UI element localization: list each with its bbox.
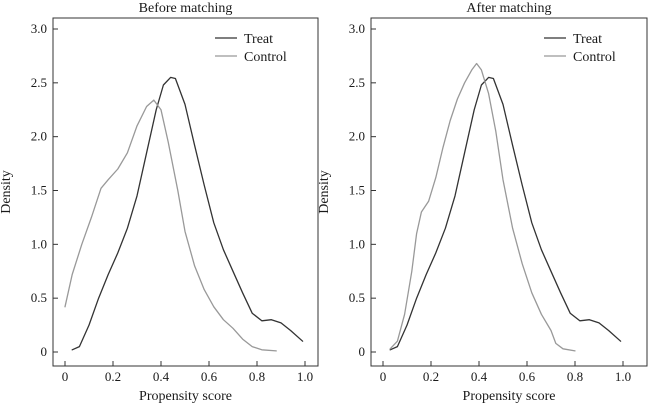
x-tick-label: 0.2 xyxy=(105,369,121,384)
x-tick-label: 0.6 xyxy=(201,369,218,384)
y-axis-title: Density xyxy=(0,170,14,214)
y-tick-label: 1.5 xyxy=(31,183,47,198)
x-tick-label: 0.4 xyxy=(471,369,488,384)
legend: Treat Control xyxy=(544,32,616,65)
y-tick-label: 2.0 xyxy=(31,129,47,144)
x-axis-title: Propensity score xyxy=(463,389,556,404)
y-tick-label: 0.5 xyxy=(31,290,47,305)
plot-frame xyxy=(52,17,319,367)
series-line-treat xyxy=(389,76,622,351)
x-tick-label: 0.2 xyxy=(423,369,439,384)
x-tick-label: 0.8 xyxy=(249,369,265,384)
y-tick-label: 2.5 xyxy=(31,75,47,90)
y-tick-label: 0 xyxy=(359,344,366,359)
legend-label-treat: Treat xyxy=(573,32,602,47)
x-axis-title: Propensity score xyxy=(139,389,232,404)
plot-frame xyxy=(370,17,648,367)
series-line-control xyxy=(389,62,576,352)
legend-label-control: Control xyxy=(244,50,287,65)
y-tick-label: 0.5 xyxy=(349,290,365,305)
series-line-control xyxy=(64,99,277,352)
y-tick-label: 1.0 xyxy=(349,236,365,251)
x-tick-label: 0.8 xyxy=(567,369,583,384)
x-tick-label: 0.6 xyxy=(519,369,536,384)
x-tick-label: 1.0 xyxy=(615,369,631,384)
y-tick-label: 3.0 xyxy=(31,21,47,36)
legend-label-treat: Treat xyxy=(244,32,273,47)
y-tick-label: 3.0 xyxy=(349,21,365,36)
y-tick-label: 0 xyxy=(41,344,48,359)
x-tick-label: 0 xyxy=(62,369,69,384)
legend-label-control: Control xyxy=(573,50,616,65)
y-tick-label: 2.0 xyxy=(349,129,365,144)
x-tick-label: 1.0 xyxy=(297,369,313,384)
series-line-treat xyxy=(71,76,304,351)
x-tick-label: 0.4 xyxy=(153,369,170,384)
panel-title: Before matching xyxy=(139,1,233,16)
y-tick-label: 2.5 xyxy=(349,75,365,90)
y-tick-label: 1.0 xyxy=(31,236,47,251)
y-tick-label: 1.5 xyxy=(349,183,365,198)
chart-panel-2: After matching 0 0.5 1.0 1.5 2.0 2.5 3.0 0 0.2 0.4… xyxy=(317,1,648,404)
y-axis-title: Density xyxy=(317,170,332,214)
panel-title: After matching xyxy=(466,1,551,16)
legend: Treat Control xyxy=(215,32,287,65)
x-tick-label: 0 xyxy=(380,369,387,384)
chart-panel-1: Before matching 0 0.5 1.0 1.5 2.0 2.5 3.0 0 0.2 0.… xyxy=(0,1,319,404)
